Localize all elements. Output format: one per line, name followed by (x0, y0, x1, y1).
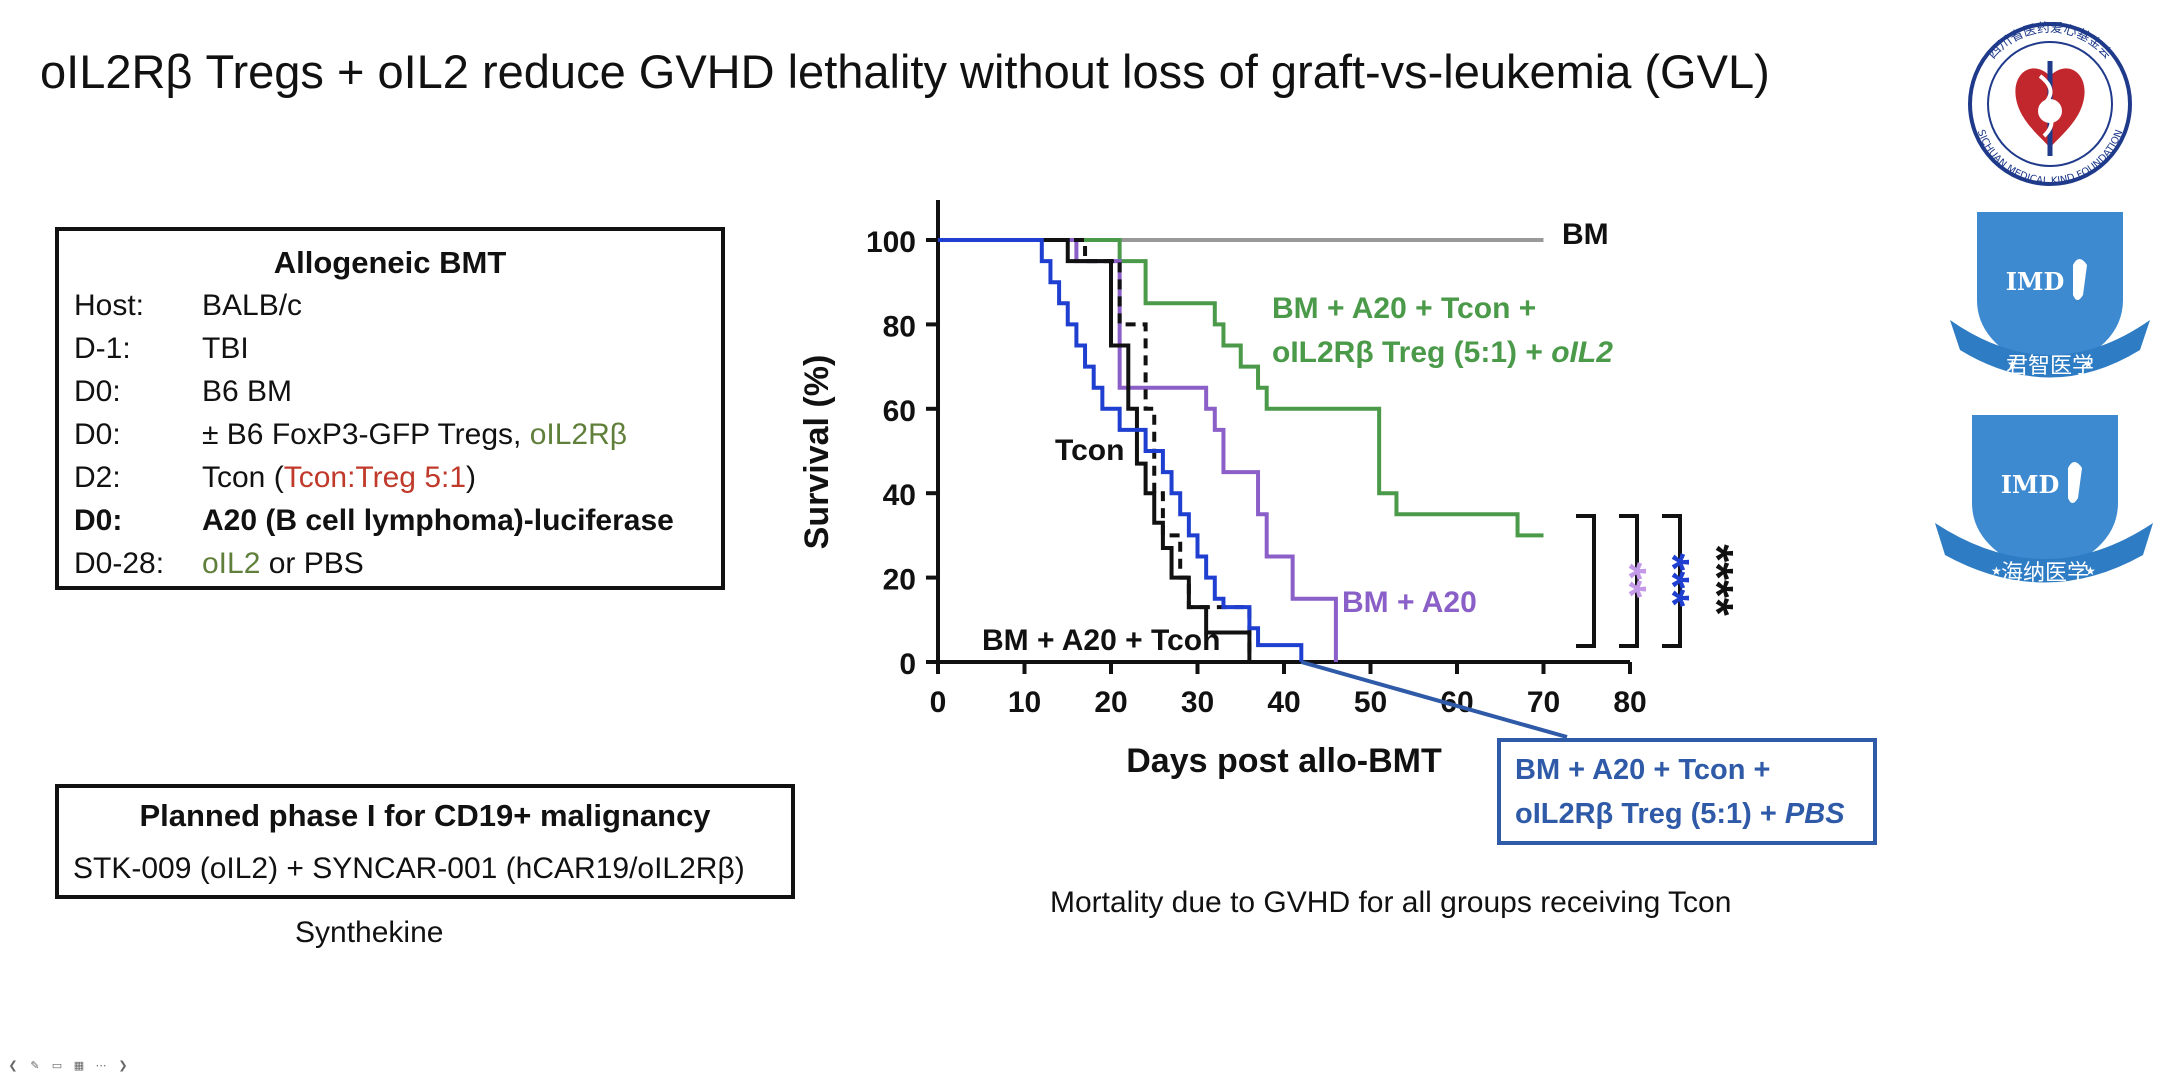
row-key: D0: (74, 504, 123, 537)
label-tcon: Tcon (1055, 434, 1124, 467)
sig-bracket-2 (1619, 514, 1639, 648)
y-tick-label: 20 (883, 564, 916, 597)
row-key: D-1: (74, 332, 131, 365)
y-tick-label: 40 (883, 479, 916, 512)
x-tick-label: 20 (1094, 686, 1127, 719)
label-bm-a20: BM + A20 (1342, 586, 1477, 619)
sig-stars-2: **** (1691, 544, 1743, 616)
sig-stars-0: ** (1604, 562, 1656, 598)
phase1-box: Planned phase I for CD19+ malignancy STK… (55, 784, 795, 899)
y-tick-label: 80 (883, 310, 916, 343)
sig-bracket-1 (1576, 514, 1596, 648)
legend-pbs-line2-text: oIL2Rβ Treg (5:1) + (1515, 798, 1785, 830)
synthekine-label: Synthekine (295, 916, 444, 949)
phase1-line: STK-009 (oIL2) + SYNCAR-001 (hCAR19/oIL2… (73, 852, 745, 885)
protocol-heading: Allogeneic BMT (273, 245, 507, 280)
forward-icon[interactable]: ❯ (118, 1059, 128, 1072)
row-key: D0-28: (74, 547, 165, 580)
legend-pbs-line2: oIL2Rβ Treg (5:1) + PBS (1515, 792, 1873, 836)
row-value-highlight: oIL2 (202, 547, 261, 580)
legend-box-pbs: BM + A20 + Tcon + oIL2Rβ Treg (5:1) + PB… (1497, 738, 1877, 845)
x-tick-label: 10 (1008, 686, 1041, 719)
star-icon: ★ (2085, 564, 2096, 578)
chart-caption: Mortality due to GVHD for all groups rec… (1050, 886, 1732, 919)
x-tick-label: 50 (1354, 686, 1387, 719)
star-icon: ★ (1991, 564, 2002, 578)
row-value: A20 (B cell lymphoma)-luciferase (202, 504, 674, 537)
x-tick-label: 0 (930, 686, 947, 719)
imd-shield-logo-1: IMD 君智医学 ★ ★ (1950, 208, 2150, 379)
protocol-box: Allogeneic BMT Host: BALB/c D-1: TBI D0: B6… (55, 227, 725, 590)
protocol-row-tbi: D-1: TBI (74, 332, 249, 366)
slide-toolbar: ❮ ✎ ▭ ▦ ⋯ ❯ (6, 1058, 130, 1072)
sichuan-foundation-logo: 四川省医药爱心基金会 SICHUAN MEDICAL KIND FOUNDATI… (1968, 21, 2132, 186)
pen-icon[interactable]: ✎ (30, 1059, 40, 1072)
phase1-heading: Planned phase I for CD19+ malignancy (139, 798, 711, 833)
protocol-row-tcon: D2: Tcon (Tcon:Treg 5:1) (74, 461, 476, 495)
star-icon: ★ (2007, 357, 2018, 371)
captions-icon[interactable]: ▭ (51, 1059, 63, 1072)
protocol-row-a20: D0: A20 (B cell lymphoma)-luciferase (74, 504, 674, 538)
imd-shield-logo-2: IMD 海纳医学 ★ ★ (1935, 411, 2153, 586)
y-tick-label: 0 (899, 648, 916, 681)
logo-imd-text-1: IMD (2006, 267, 2065, 296)
x-tick-label: 80 (1613, 686, 1646, 719)
legend-pbs-line2-italic: PBS (1784, 798, 1845, 830)
protocol-row-host: Host: BALB/c (74, 289, 302, 323)
chart-series (938, 238, 1568, 739)
logo-cn-text-2: 海纳医学 (2001, 561, 2089, 586)
row-key: D0: (74, 418, 121, 451)
label-oil2-line2: oIL2Rβ Treg (5:1) + oIL2 (1272, 336, 1613, 369)
y-tick-label: 60 (883, 395, 916, 428)
sig-stars-1: *** (1647, 553, 1699, 607)
more-icon[interactable]: ⋯ (95, 1059, 107, 1072)
slide-title: oIL2Rβ Tregs + oIL2 reduce GVHD lethalit… (40, 45, 1770, 98)
sig-bracket-3 (1662, 514, 1682, 648)
label-bm: BM (1562, 218, 1609, 251)
series-line-5 (938, 238, 1304, 662)
back-icon[interactable]: ❮ (8, 1059, 18, 1072)
row-value: Tcon ( (202, 461, 284, 494)
row-value: ± B6 FoxP3-GFP Tregs, (202, 418, 530, 451)
x-tick-label: 30 (1181, 686, 1214, 719)
star-icon: ★ (2083, 357, 2094, 371)
row-value-suffix: or PBS (260, 547, 364, 580)
protocol-row-oil2: D0-28: oIL2 or PBS (74, 547, 364, 581)
slides-icon[interactable]: ▦ (73, 1059, 85, 1072)
series-line-1 (938, 238, 1544, 538)
logo-cn-text-1: 君智医学 (2006, 354, 2094, 379)
legend-pbs-line1: BM + A20 + Tcon + (1515, 754, 1771, 786)
row-key: D0: (74, 375, 121, 408)
label-oil2-line1: BM + A20 + Tcon + (1272, 292, 1536, 325)
y-axis-title: Survival (%) (798, 355, 836, 550)
protocol-row-bm: D0: B6 BM (74, 375, 292, 409)
row-value-highlight: oIL2Rβ (529, 418, 627, 451)
logo-imd-text-2: IMD (2001, 470, 2060, 499)
pbs-connector-line (1300, 660, 1568, 739)
row-value: B6 BM (202, 375, 293, 408)
x-tick-label: 40 (1267, 686, 1300, 719)
x-tick-label: 70 (1527, 686, 1560, 719)
y-tick-label: 100 (866, 226, 916, 259)
row-key: D2: (74, 461, 121, 494)
row-key: Host: (74, 289, 145, 322)
protocol-row-tregs: D0: ± B6 FoxP3-GFP Tregs, oIL2Rβ (74, 418, 627, 452)
x-axis-title: Days post allo-BMT (1126, 742, 1442, 780)
row-value: TBI (202, 332, 249, 365)
row-value-suffix: ) (466, 461, 477, 494)
row-value: BALB/c (202, 289, 303, 322)
row-value-highlight: Tcon:Treg 5:1 (283, 461, 467, 494)
label-bm-a20-tcon: BM + A20 + Tcon (982, 624, 1220, 657)
chart-labels: BM BM + A20 + Tcon + oIL2Rβ Treg (5:1) + o… (982, 218, 1743, 657)
